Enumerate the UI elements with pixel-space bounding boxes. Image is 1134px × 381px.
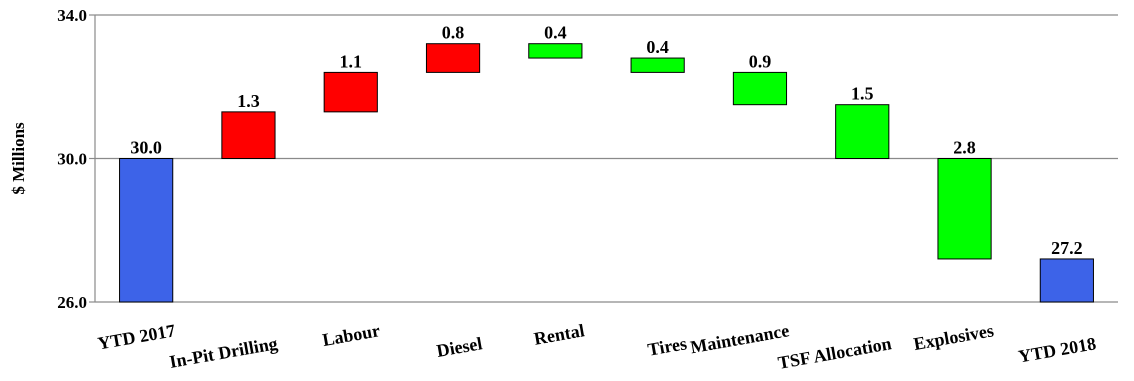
data-label-9: 27.2 (1051, 238, 1083, 258)
data-label-8: 2.8 (953, 138, 976, 158)
data-label-7: 1.5 (851, 84, 874, 104)
data-label-3: 0.8 (442, 23, 465, 43)
data-label-5: 0.4 (646, 37, 669, 57)
data-label-6: 0.9 (749, 51, 772, 71)
bar-3 (425, 43, 481, 73)
bar-9 (1039, 258, 1094, 303)
bars (119, 43, 1094, 303)
data-labels: 30.0 1.3 1.1 0.8 0.4 0.4 0.9 1.5 2.8 27.2 (130, 23, 1082, 258)
y-axis-title: $ Millions (9, 122, 28, 195)
bar-2 (323, 71, 378, 113)
bar-8 (937, 158, 992, 260)
bar-6 (732, 71, 788, 106)
y-tick-label-2: 34.0 (57, 6, 87, 25)
y-tick-labels: 26.0 30.0 34.0 (57, 6, 87, 312)
category-label-8: Explosives (912, 320, 995, 354)
bar-7 (835, 104, 890, 159)
category-label-0: YTD 2017 (96, 320, 177, 353)
category-label-9: YTD 2018 (1017, 333, 1098, 366)
y-tick-label-0: 26.0 (57, 293, 87, 312)
bar-1 (221, 111, 276, 160)
y-tick-label-1: 30.0 (57, 150, 87, 169)
data-label-1: 1.3 (237, 91, 260, 111)
data-label-0: 30.0 (130, 138, 162, 158)
category-label-3: Diesel (435, 333, 484, 361)
category-label-5: Tires (646, 333, 688, 360)
category-label-4: Rental (532, 320, 586, 349)
category-label-1: In-Pit Drilling (168, 333, 279, 372)
category-label-6: Maintenance (689, 320, 791, 357)
data-label-4: 0.4 (544, 23, 567, 43)
category-label-2: Labour (321, 320, 382, 350)
bar-5 (630, 57, 685, 73)
data-label-2: 1.1 (340, 51, 363, 71)
category-label-7: TSF Allocation (776, 333, 893, 373)
bar-4 (528, 43, 583, 59)
bar-0 (119, 158, 174, 303)
